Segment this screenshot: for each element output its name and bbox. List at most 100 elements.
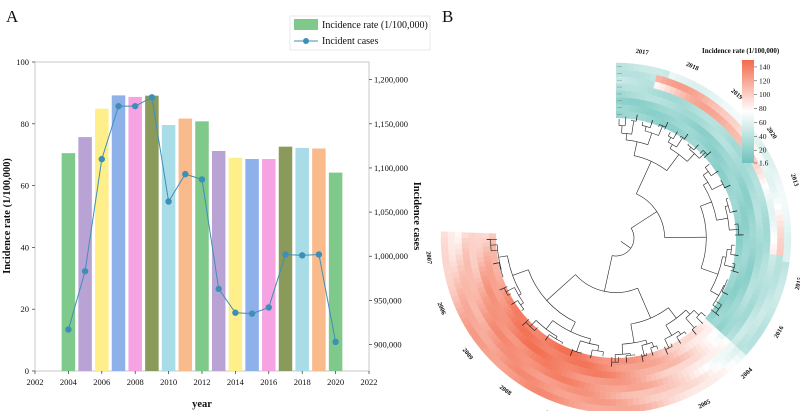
heatmap-cell xyxy=(521,337,531,346)
heatmap-cell xyxy=(517,377,527,387)
heatmap-cell xyxy=(730,179,739,187)
heatmap-cell xyxy=(739,299,749,308)
x-tick-label: 2020 xyxy=(327,377,344,387)
heatmap-cell xyxy=(576,387,584,396)
heatmap-cell xyxy=(715,155,725,164)
heatmap-cell xyxy=(735,246,743,252)
dendrogram-branch xyxy=(715,312,720,316)
heatmap-cell xyxy=(567,399,576,408)
heatmap-cell xyxy=(710,119,720,129)
dendrogram-branch xyxy=(534,329,536,331)
heatmap-cell xyxy=(737,201,747,208)
heatmap-cell xyxy=(636,84,644,93)
y2-tick-label: 950,000 xyxy=(374,295,402,305)
heatmap-cell xyxy=(652,386,661,395)
heatmap-cell xyxy=(693,360,703,370)
heatmap-cell xyxy=(738,316,748,325)
heatmap-cell xyxy=(731,300,741,309)
heatmap-cell xyxy=(686,135,695,144)
heatmap-cell xyxy=(600,370,607,379)
heatmap-cell xyxy=(481,323,492,333)
heatmap-cell xyxy=(752,202,761,210)
heatmap-cell xyxy=(621,83,628,91)
heatmap-cell xyxy=(637,78,645,87)
heatmap-cell xyxy=(742,246,750,253)
heatmap-cell xyxy=(552,349,561,359)
heatmap-cell xyxy=(629,370,636,379)
heatmap-cell xyxy=(719,174,729,182)
heatmap-cell xyxy=(633,105,640,114)
heatmap-cell xyxy=(737,328,747,338)
heatmap-cell xyxy=(514,330,524,340)
heatmap-cell xyxy=(521,371,531,381)
heatmap-cell xyxy=(654,393,663,402)
heatmap-cell xyxy=(784,231,792,239)
dendrogram-branch xyxy=(645,340,648,345)
dendrogram-branch xyxy=(630,211,657,229)
heatmap-cell xyxy=(742,233,750,239)
heatmap-cell xyxy=(728,328,738,338)
heatmap-cell xyxy=(759,268,768,276)
bar-2018 xyxy=(295,147,309,371)
x-tick-label: 2006 xyxy=(93,377,110,387)
heatmap-cell xyxy=(525,365,535,375)
dendrogram-branch xyxy=(676,336,681,344)
heatmap-cell xyxy=(632,77,639,86)
heatmap-cell xyxy=(587,362,594,370)
heatmap-cell xyxy=(610,371,616,379)
heatmap-cell xyxy=(740,214,749,221)
dendrogram-branch xyxy=(701,312,704,315)
heatmap-cell xyxy=(740,168,749,177)
dendrogram-branch xyxy=(498,255,508,258)
heatmap-cell xyxy=(489,250,498,256)
heatmap-cell xyxy=(716,332,726,341)
colorbar-tick-label: 80 xyxy=(759,104,767,113)
y-axis-title: Incidence rate (1/100,000) xyxy=(2,158,13,274)
heatmap-cell xyxy=(513,338,522,348)
line-series xyxy=(65,94,339,346)
heatmap-cell xyxy=(606,357,612,365)
heatmap-cell xyxy=(519,325,528,335)
heatmap-cell xyxy=(621,69,629,78)
heatmap-cell xyxy=(710,356,720,366)
heatmap-cell xyxy=(775,214,784,222)
heatmap-cell xyxy=(574,373,582,382)
heatmap-cell xyxy=(719,357,729,368)
heatmap-cell xyxy=(641,382,649,391)
heatmap-cell xyxy=(512,308,522,317)
colorbar-tick-label: 40 xyxy=(759,132,767,141)
x-tick-label: 2016 xyxy=(260,377,277,387)
heatmap-cell xyxy=(748,247,757,254)
heatmap-cell xyxy=(749,242,757,249)
heatmap-cell xyxy=(721,151,731,160)
heatmap-cell xyxy=(710,365,720,375)
heatmap-cell xyxy=(475,232,483,238)
heatmap-cell xyxy=(642,389,650,398)
heatmap-cell xyxy=(465,273,475,281)
heatmap-cell xyxy=(469,257,478,264)
dendrogram-branch xyxy=(620,241,631,249)
heatmap-cell xyxy=(736,350,747,361)
heatmap-cell xyxy=(756,232,764,239)
heatmap-cell xyxy=(689,137,698,147)
dendrogram-branch xyxy=(656,345,658,348)
heatmap-cell xyxy=(691,89,701,99)
heatmap-cell xyxy=(723,143,733,152)
heatmap-cell xyxy=(745,265,754,273)
x-tick-label: 2008 xyxy=(127,377,144,387)
heatmap-cell xyxy=(468,242,476,249)
heatmap-cell xyxy=(702,104,712,114)
heatmap-cell xyxy=(749,310,759,320)
heatmap-cell xyxy=(730,337,740,347)
dendrogram-branch xyxy=(625,355,627,363)
heatmap-cell xyxy=(552,341,560,351)
heatmap-cell xyxy=(767,204,776,212)
dendrogram-branch xyxy=(546,274,576,301)
heatmap-cell xyxy=(748,336,758,347)
heatmap-cell xyxy=(777,232,785,239)
heatmap-cell xyxy=(534,371,544,381)
heatmap-cell xyxy=(609,406,616,411)
heatmap-cell xyxy=(777,238,785,245)
heatmap-cell xyxy=(660,347,668,356)
dendrogram-branch xyxy=(589,338,591,344)
